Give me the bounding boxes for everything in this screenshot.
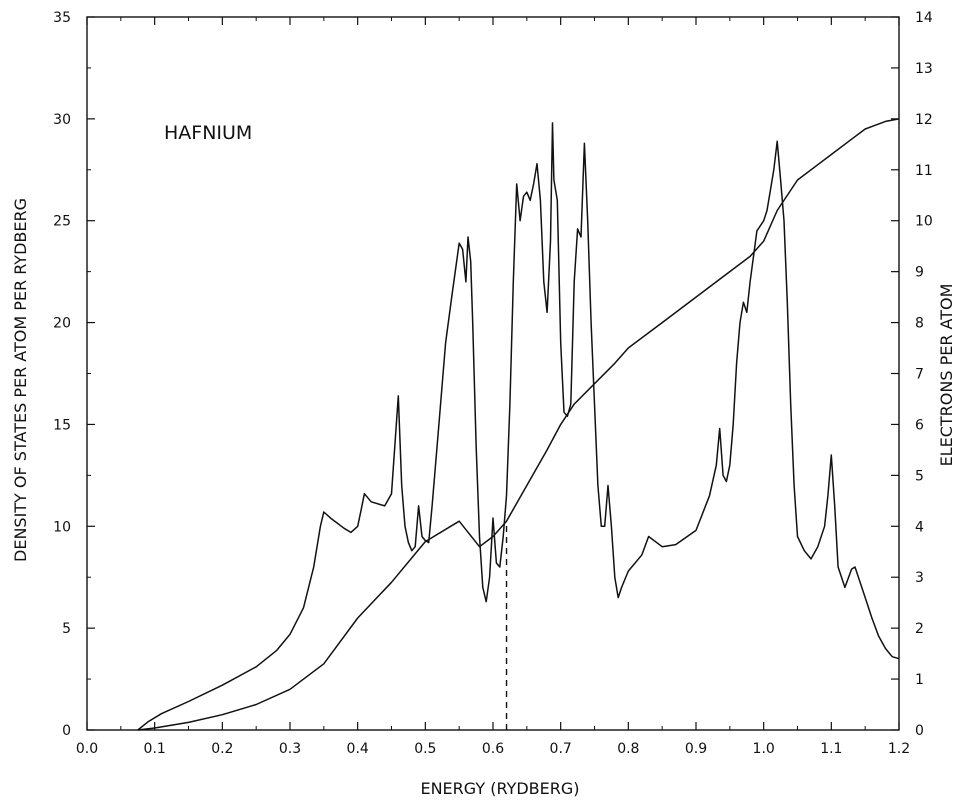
y-tick-label: 25 (53, 214, 71, 230)
y-tick-label: 20 (53, 316, 71, 332)
y2-tick-label: 14 (915, 10, 933, 26)
x-tick-label: 1.0 (753, 741, 775, 757)
y-tick-label: 0 (62, 723, 71, 739)
x-tick-label: 0.5 (414, 741, 436, 757)
x-tick-label: 0.0 (76, 741, 98, 757)
x-tick-label: 0.7 (550, 741, 572, 757)
x-tick-label: 0.1 (144, 741, 166, 757)
series (137, 118, 900, 731)
y2-tick-label: 3 (915, 570, 924, 586)
x-tick-label: 0.3 (279, 741, 301, 757)
y2-tick-label: 1 (915, 672, 924, 688)
x-tick-label: 1.2 (888, 741, 910, 757)
y2-tick-label: 5 (915, 468, 924, 484)
x-axis-label: ENERGY (RYDBERG) (420, 779, 579, 798)
y2-tick-label: 8 (915, 316, 924, 332)
y2-tick-label: 12 (915, 112, 933, 128)
x-tick-label: 0.8 (617, 741, 639, 757)
x-tick-label: 0.6 (482, 741, 504, 757)
y2-tick-label: 13 (915, 61, 933, 77)
y-tick-label: 5 (62, 621, 71, 637)
y-tick-label: 15 (53, 417, 71, 433)
x-tick-label: 0.2 (211, 741, 233, 757)
y-tick-label: 35 (53, 10, 71, 26)
y2-tick-label: 7 (915, 367, 924, 383)
integrated-electrons-line (137, 118, 900, 731)
y2-tick-label: 10 (915, 214, 933, 230)
y2-axis-label: ELECTRONS PER ATOM (937, 284, 956, 467)
density-of-states-line (137, 122, 900, 731)
y-tick-label: 10 (53, 519, 71, 535)
x-tick-label: 0.4 (347, 741, 369, 757)
y-axis-label: DENSITY OF STATES PER ATOM PER RYDBERG (11, 198, 30, 562)
y2-tick-label: 11 (915, 163, 933, 179)
y2-tick-label: 0 (915, 723, 924, 739)
y2-tick-label: 6 (915, 417, 924, 433)
y-tick-label: 30 (53, 112, 71, 128)
ticks: 0.0 0.1 0.2 0.3 0.4 0.5 0.6 0.7 0.8 0.9 1.0 1.1 1.2 0… (53, 10, 933, 757)
y2-tick-label: 2 (915, 621, 924, 637)
x-tick-label: 0.9 (685, 741, 707, 757)
y2-tick-label: 9 (915, 265, 924, 281)
element-annotation: HAFNIUM (164, 122, 252, 144)
x-tick-label: 1.1 (820, 741, 842, 757)
y2-tick-label: 4 (915, 519, 924, 535)
